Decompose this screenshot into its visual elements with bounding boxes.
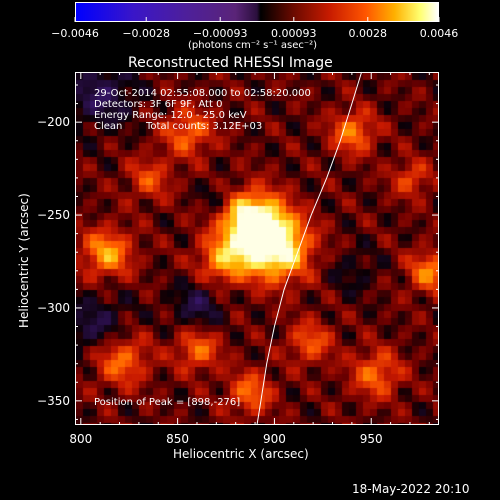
chart-title: Reconstructed RHESSI Image <box>128 55 333 71</box>
x-tick-label: 950 <box>360 432 383 446</box>
colorbar-unit-label: (photons cm⁻² s⁻¹ asec⁻²) <box>188 40 318 51</box>
plot-area <box>75 72 439 425</box>
y-axis-label: Heliocentric Y (arcsec) <box>17 193 31 328</box>
y-tick-label: −250 <box>37 208 70 222</box>
colorbar-tick-label: −0.00093 <box>193 27 248 40</box>
colorbar-tick-label: 0.0046 <box>420 27 459 40</box>
colorbar-tick-label: 0.00093 <box>271 27 317 40</box>
info-total-counts: Total counts: 3.12E+03 <box>146 121 263 132</box>
footer-date: 18-May-2022 20:10 <box>352 482 470 496</box>
info-detectors: Detectors: 3F 6F 9F, Att 0 <box>94 99 223 110</box>
info-clean: Clean <box>94 121 123 132</box>
colorbar-tick-label: −0.0046 <box>51 27 99 40</box>
x-tick-label: 900 <box>263 432 286 446</box>
colorbar-tick-label: −0.0028 <box>122 27 170 40</box>
colorbar <box>75 2 439 22</box>
x-axis-label: Heliocentric X (arcsec) <box>173 447 309 461</box>
colorbar-tick-label: 0.0028 <box>349 27 388 40</box>
y-tick-label: −200 <box>37 115 70 129</box>
info-peak-position: Position of Peak = [898,-276] <box>94 397 241 408</box>
info-energy-range: Energy Range: 12.0 - 25.0 keV <box>94 110 247 121</box>
heatmap-image <box>76 73 438 424</box>
x-tick-label: 850 <box>166 432 189 446</box>
y-tick-label: −350 <box>37 394 70 408</box>
x-tick-label: 800 <box>69 432 92 446</box>
solar-limb-line <box>256 71 363 426</box>
info-time-range: 29-Oct-2014 02:55:08.000 to 02:58:20.000 <box>94 88 311 99</box>
y-tick-label: −300 <box>37 301 70 315</box>
